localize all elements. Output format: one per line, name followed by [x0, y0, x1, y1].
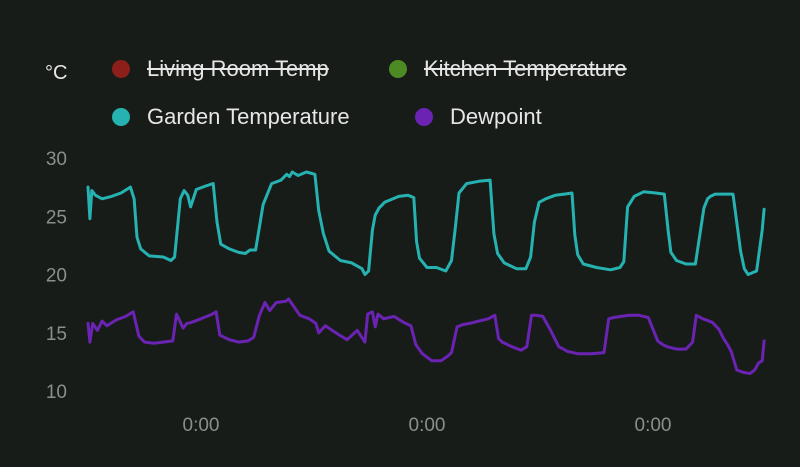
legend-label: Kitchen Temperature [424, 56, 627, 81]
y-tick-label: 30 [46, 149, 67, 170]
legend-color-dot-icon [415, 108, 433, 126]
y-tick-label: 10 [46, 382, 67, 403]
legend-item-living-room-temp[interactable]: Living Room Temp [112, 56, 329, 82]
legend-item-dewpoint[interactable]: Dewpoint [415, 104, 542, 130]
x-axis: 0:00 0:00 0:00 [183, 415, 672, 436]
legend-item-garden-temperature[interactable]: Garden Temperature [112, 104, 350, 130]
x-tick-label: 0:00 [409, 415, 446, 436]
x-tick-label: 0:00 [635, 415, 672, 436]
y-axis-unit-label: °C [45, 62, 68, 84]
legend-color-dot-icon [389, 60, 407, 78]
legend-item-kitchen-temperature[interactable]: Kitchen Temperature [389, 56, 627, 82]
legend-label: Living Room Temp [147, 56, 329, 81]
chart-legend: Living Room Temp Kitchen Temperature Gar… [112, 56, 792, 140]
legend-color-dot-icon [112, 60, 130, 78]
y-axis: 10 15 20 25 30 [46, 149, 67, 403]
y-tick-label: 15 [46, 324, 67, 345]
legend-label: Garden Temperature [147, 104, 350, 129]
y-tick-label: 25 [46, 207, 67, 228]
series-line-dewpoint [86, 297, 766, 375]
x-tick-label: 0:00 [183, 415, 220, 436]
series-line-garden-temperature [86, 170, 766, 276]
legend-color-dot-icon [112, 108, 130, 126]
chart-series [86, 170, 766, 375]
y-tick-label: 20 [46, 266, 67, 287]
legend-label: Dewpoint [450, 104, 542, 129]
